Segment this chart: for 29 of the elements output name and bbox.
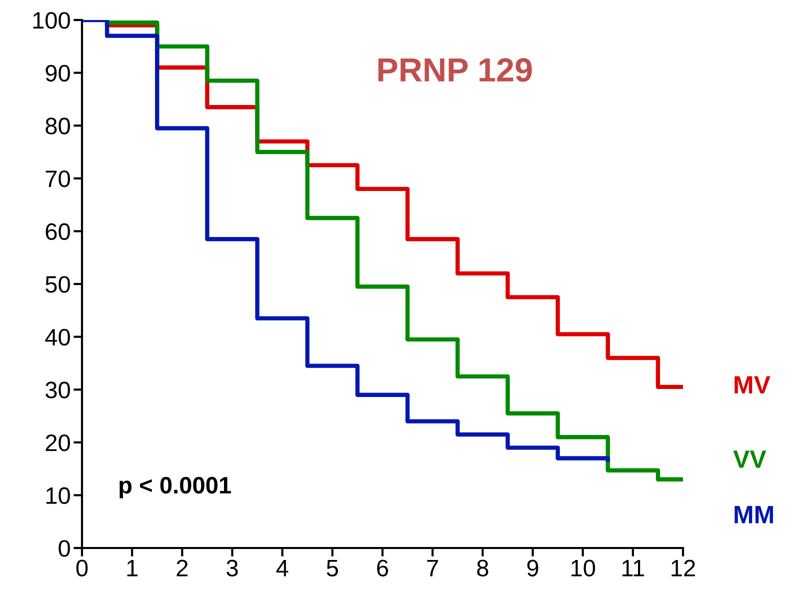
x-tick-label: 6 bbox=[377, 560, 388, 576]
text: MV bbox=[734, 376, 770, 394]
annotation: p < 0.0001 bbox=[120, 476, 231, 498]
y-tick-label: 10 bbox=[46, 487, 70, 504]
y-tick-label: 100 bbox=[33, 12, 70, 29]
x-tick-label: 10 bbox=[572, 560, 596, 576]
y-tick-label: 80 bbox=[46, 118, 70, 134]
x-tick-label: 11 bbox=[622, 560, 644, 576]
y-tick-label: 20 bbox=[46, 434, 70, 452]
x-tick-label: 4 bbox=[276, 560, 288, 576]
text: VV bbox=[733, 450, 766, 468]
y-tick-label: 40 bbox=[45, 328, 70, 346]
text: MM bbox=[734, 506, 773, 524]
x-tick-label: 9 bbox=[527, 560, 538, 576]
x-tick-label: 1 bbox=[127, 560, 138, 576]
x-tick-label: 2 bbox=[176, 560, 188, 576]
x-tick-label: 8 bbox=[477, 560, 488, 576]
x-tick-label: 3 bbox=[226, 560, 238, 576]
y-tick-label: 0 bbox=[58, 540, 70, 557]
y-tick-label: 50 bbox=[46, 276, 70, 293]
x-tick-label: 7 bbox=[427, 560, 438, 576]
x-tick-label: 5 bbox=[326, 560, 338, 576]
y-tick-label: 30 bbox=[46, 382, 70, 398]
text: PRNP 129 bbox=[378, 58, 532, 82]
x-tick-label: 12 bbox=[672, 560, 695, 576]
y-tick-label: 90 bbox=[46, 64, 70, 82]
y-tick-label: 60 bbox=[46, 223, 70, 240]
y-tick-label: 70 bbox=[46, 170, 70, 188]
x-tick-label: 0 bbox=[76, 560, 88, 576]
